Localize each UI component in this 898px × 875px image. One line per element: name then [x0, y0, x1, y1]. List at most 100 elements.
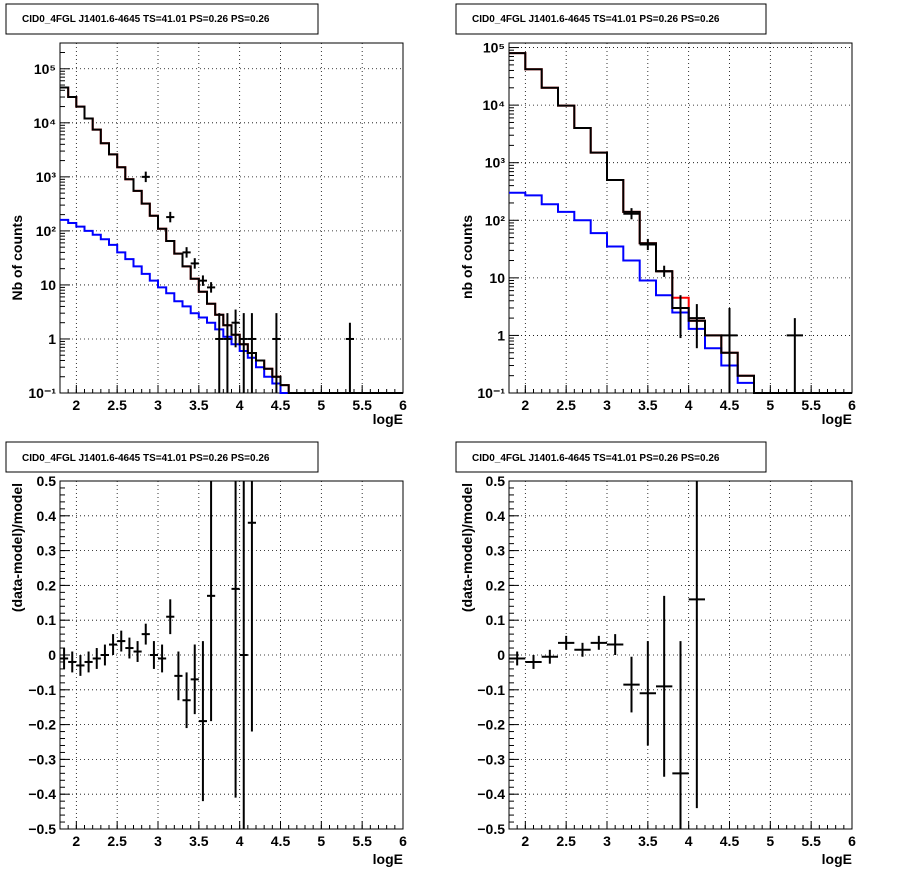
x-tick-label: 2: [521, 833, 529, 849]
data-point: [239, 313, 248, 393]
x-tick-label: 3.5: [638, 397, 658, 413]
x-tick-label: 3: [603, 833, 611, 849]
y-tick-label: −0.5: [477, 821, 505, 837]
y-tick-label: 10²: [36, 223, 57, 239]
data-point: [558, 635, 575, 650]
y-tick-label: 10⁻¹: [477, 385, 505, 401]
chart-title: CID0_4FGL J1401.6-4645 TS=41.01 PS=0.26 …: [22, 14, 270, 25]
data-point: [672, 295, 689, 339]
data-point: [639, 238, 656, 251]
title-box: [5, 3, 319, 35]
x-tick-label: 5: [766, 397, 774, 413]
data-point: [672, 641, 689, 829]
data-point: [786, 318, 803, 393]
data-point: [688, 481, 705, 809]
panel-bottom-right: CID0_4FGL J1401.6-4645 TS=41.01 PS=0.26 …: [455, 441, 856, 867]
data-point: [166, 211, 175, 223]
data-point: [207, 282, 216, 293]
data-point: [182, 672, 191, 729]
x-tick-label: 5.5: [352, 397, 372, 413]
series-line: [509, 52, 852, 394]
x-tick-label: 2.5: [556, 397, 576, 413]
x-tick-label: 5: [766, 833, 774, 849]
y-tick-label: −0.1: [477, 682, 505, 698]
data-point: [639, 641, 656, 746]
data-point: [190, 258, 199, 269]
data-point: [133, 641, 142, 662]
x-tick-label: 4.5: [271, 397, 291, 413]
data-point: [623, 656, 640, 713]
panel-bottom-left: CID0_4FGL J1401.6-4645 TS=41.01 PS=0.26 …: [5, 441, 407, 867]
y-tick-label: −0.4: [28, 786, 56, 802]
y-tick-label: −0.3: [477, 751, 505, 767]
series-line: [509, 52, 852, 394]
series-line: [60, 86, 403, 394]
x-tick-label: 5: [317, 833, 325, 849]
x-tick-label: 4: [236, 833, 244, 849]
data-point: [656, 265, 673, 277]
chart-title: CID0_4FGL J1401.6-4645 TS=41.01 PS=0.26 …: [22, 453, 270, 464]
panel-top-right: CID0_4FGL J1401.6-4645 TS=41.01 PS=0.26 …: [455, 3, 856, 427]
x-axis-label: logE: [822, 411, 852, 427]
data-point: [272, 313, 281, 393]
x-tick-label: 3.5: [638, 833, 658, 849]
y-tick-label: 10⁵: [483, 40, 505, 56]
data-point: [239, 481, 248, 829]
data-point: [141, 171, 150, 183]
chart-title: CID0_4FGL J1401.6-4645 TS=41.01 PS=0.26 …: [472, 453, 720, 464]
x-tick-label: 4.5: [720, 397, 740, 413]
data-point: [345, 322, 354, 393]
data-point: [84, 651, 93, 673]
y-tick-label: 0.2: [486, 577, 506, 593]
data-point: [247, 313, 256, 393]
x-tick-label: 3: [154, 833, 162, 849]
y-tick-label: 1: [497, 327, 505, 343]
data-point: [174, 651, 183, 701]
data-point: [92, 648, 101, 669]
title-box: [5, 441, 319, 473]
data-point: [688, 304, 705, 349]
x-tick-label: 6: [399, 833, 407, 849]
data-point: [198, 275, 207, 286]
x-tick-label: 4: [685, 397, 693, 413]
data-point: [158, 644, 167, 673]
plot-frame: [59, 480, 404, 830]
y-tick-label: −0.2: [477, 717, 505, 733]
x-tick-label: 5.5: [801, 397, 821, 413]
data-point: [574, 642, 591, 657]
y-tick-label: −0.4: [477, 786, 505, 802]
y-axis-label: (data-model)/model: [9, 483, 25, 612]
x-tick-label: 2.5: [556, 833, 576, 849]
y-tick-label: 10: [489, 270, 505, 286]
y-axis-label: (data-model)/model: [459, 483, 475, 612]
x-tick-label: 2: [72, 833, 80, 849]
data-point: [125, 637, 134, 659]
data-point: [68, 651, 77, 673]
y-tick-label: 10: [40, 277, 56, 293]
y-tick-label: 0.3: [37, 543, 57, 559]
title-box: [455, 3, 767, 35]
data-point: [141, 623, 150, 645]
series-line: [60, 86, 403, 394]
x-tick-label: 4.5: [271, 833, 291, 849]
y-tick-label: 0.5: [37, 473, 57, 489]
data-point: [525, 655, 542, 669]
y-tick-label: 10⁴: [483, 97, 506, 113]
data-point: [231, 481, 240, 798]
data-point: [149, 641, 158, 669]
data-point: [509, 651, 526, 666]
x-tick-label: 4: [236, 397, 244, 413]
data-point: [100, 644, 109, 666]
y-tick-label: 0.1: [37, 612, 57, 628]
x-tick-label: 4: [685, 833, 693, 849]
data-point: [166, 599, 175, 635]
x-tick-label: 2.5: [107, 833, 127, 849]
x-tick-label: 3.5: [189, 833, 209, 849]
y-tick-label: 1: [48, 331, 56, 347]
data-point: [656, 595, 673, 777]
data-point: [247, 481, 256, 732]
y-tick-label: 0.1: [486, 612, 506, 628]
y-axis-label: nb of counts: [459, 215, 475, 299]
panel-top-left: CID0_4FGL J1401.6-4645 TS=41.01 PS=0.26 …: [5, 3, 407, 427]
